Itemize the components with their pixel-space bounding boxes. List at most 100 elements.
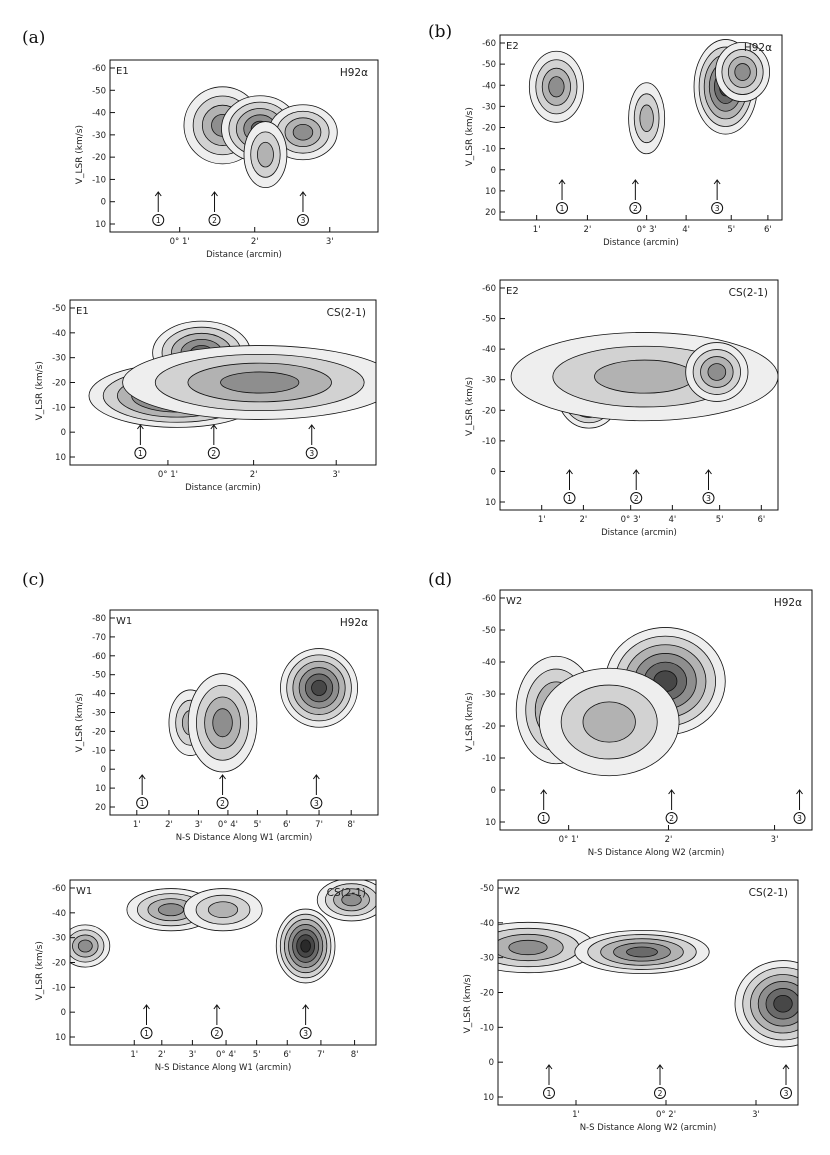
marker-circle: [207, 447, 220, 459]
marker-number: 2: [634, 494, 639, 503]
x-axis-label: Distance (arcmin): [185, 483, 261, 493]
marker-arrow: [566, 469, 573, 490]
marker-arrow: [713, 179, 721, 200]
x-tick-label: 6': [764, 225, 772, 235]
marker-arrow: [631, 179, 639, 200]
x-tick-label: 2': [158, 1050, 166, 1060]
chart-d-top: -60 -50 -40 -30 -20 -10 0 10 0° 1' 2' 3' N-S Distan…: [455, 585, 827, 865]
marker-circle: [711, 202, 724, 214]
x-tick-label: 6': [283, 820, 291, 830]
y-tick-label: 10: [55, 1033, 66, 1043]
marker-circle: [543, 1087, 555, 1099]
x-tick-label: 5': [253, 1050, 261, 1060]
y-tick-label: -60: [482, 594, 496, 604]
y-tick-label: 0: [61, 428, 66, 438]
contour-level-2-blob-2: [582, 701, 636, 743]
marker-circle: [665, 812, 678, 824]
y-tick-label: -20: [52, 959, 66, 969]
chart-b-bottom: -60 -50 -40 -30 -20 -10 0 10 1' 2' 0° 3' 4' 5' 6' Dist…: [455, 275, 793, 545]
marker-number: 1: [138, 449, 143, 458]
contour-level-3-blob-4: [341, 893, 362, 907]
marker-arrow: [302, 1004, 310, 1025]
y-tick-label: 0: [491, 166, 496, 176]
x-axis-label: Distance (arcmin): [601, 528, 677, 538]
marker-circle: [140, 1027, 153, 1039]
y-tick-label: -40: [52, 329, 66, 339]
y-tick-label: 0: [491, 467, 496, 477]
marker-arrow: [211, 191, 218, 212]
contour-level-3-blob-0: [548, 76, 565, 98]
species-label: H92α: [340, 67, 368, 79]
marker-number: 3: [301, 216, 306, 225]
marker-number: 3: [784, 1089, 789, 1098]
y-tick-label: -30: [92, 709, 106, 719]
chart-svg-c-bottom: -60 -40 -30 -20 -10 0 10 1' 2' 3' 0° 4' 5' 6' 7' 8' N-S…: [35, 879, 377, 1073]
y-tick-label: -30: [482, 102, 496, 112]
x-tick-label: 7': [317, 1050, 325, 1060]
marker-arrow: [210, 424, 218, 445]
y-tick-label: -30: [52, 934, 66, 944]
region-label: E1: [76, 306, 89, 317]
contour-level-3-blob-3: [734, 63, 751, 81]
y-axis-label: V_LSR (km/s): [75, 125, 85, 184]
y-tick-label: -10: [52, 403, 66, 413]
x-tick-label: 8': [347, 820, 355, 830]
x-tick-label: 5': [727, 225, 735, 235]
marker-arrow: [545, 1064, 553, 1085]
y-tick-label: 0: [61, 1008, 66, 1018]
y-tick-label: -40: [52, 909, 66, 919]
x-tick-label: 6': [283, 1050, 291, 1060]
chart-c-bottom: -60 -40 -30 -20 -10 0 10 1' 2' 3' 0° 4' 5' 6' 7' 8' N-S…: [25, 875, 391, 1080]
y-tick-label: -50: [482, 315, 496, 325]
y-tick-label: -50: [92, 86, 106, 96]
y-axis-label: V_LSR (km/s): [465, 692, 475, 751]
y-tick-label: 10: [485, 498, 496, 508]
panel-label-a: (a): [22, 28, 46, 48]
species-label: CS(2-1): [327, 887, 366, 899]
marker-circle: [136, 797, 149, 809]
x-axis-label: N-S Distance Along W2 (arcmin): [580, 1123, 717, 1133]
chart-svg-d-bottom: -50 -40 -30 -20 -10 0 10 1' 0° 2' 3' N-S Distance …: [463, 879, 799, 1133]
region-label: E2: [506, 286, 519, 297]
y-tick-label: -60: [482, 39, 496, 49]
y-tick-label: 0: [491, 786, 496, 796]
x-tick-label: 3': [195, 820, 203, 830]
marker-number: 3: [314, 799, 319, 808]
contour-level-2-blob-1: [639, 104, 654, 132]
marker-arrow: [143, 1004, 150, 1025]
y-tick-label: -40: [92, 690, 106, 700]
region-label: E1: [116, 66, 129, 77]
y-tick-label: -50: [52, 304, 66, 314]
y-tick-label: -40: [92, 109, 106, 119]
x-tick-label: 0° 4': [218, 820, 238, 830]
marker-number: 3: [797, 814, 802, 823]
marker-circle: [654, 1087, 666, 1099]
x-tick-label: 0° 1': [170, 237, 190, 247]
y-tick-label: -60: [52, 884, 66, 894]
y-tick-label: -30: [482, 376, 496, 386]
marker-circle: [556, 202, 569, 214]
marker-arrow: [138, 774, 146, 795]
marker-circle: [216, 797, 229, 809]
contour-level-2-blob-3: [257, 141, 274, 168]
x-axis-label: Distance (arcmin): [603, 238, 679, 248]
x-axis-label: N-S Distance Along W1 (arcmin): [155, 1063, 292, 1073]
x-tick-label: 3': [326, 237, 334, 247]
x-tick-label: 0° 4': [216, 1050, 236, 1060]
contour-level-5-blob-2: [773, 994, 793, 1013]
marker-arrow: [213, 1004, 221, 1025]
chart-svg-c-top: -80 -70 -60 -50 -40 -30 -20 -10 0 10 20 1' 2' 3' 0° 4'…: [75, 609, 379, 843]
x-tick-label: 1': [533, 225, 541, 235]
x-tick-label: 7': [315, 820, 323, 830]
x-tick-label: 5': [254, 820, 262, 830]
chart-c-top: -80 -70 -60 -50 -40 -30 -20 -10 0 10 20 1' 2' 3' 0° 4'…: [65, 605, 393, 850]
contour-level-3-blob-0: [77, 939, 93, 953]
y-axis-label: V_LSR (km/s): [35, 941, 45, 1000]
x-tick-label: 8': [351, 1050, 359, 1060]
contour-level-3-blob-1: [212, 708, 233, 738]
marker-circle: [630, 492, 643, 504]
marker-number: 1: [541, 814, 546, 823]
x-axis-label: N-S Distance Along W2 (arcmin): [588, 848, 725, 858]
y-tick-label: -20: [92, 727, 106, 737]
chart-d-bottom: -50 -40 -30 -20 -10 0 10 1' 0° 2' 3' N-S Distance …: [453, 875, 813, 1140]
